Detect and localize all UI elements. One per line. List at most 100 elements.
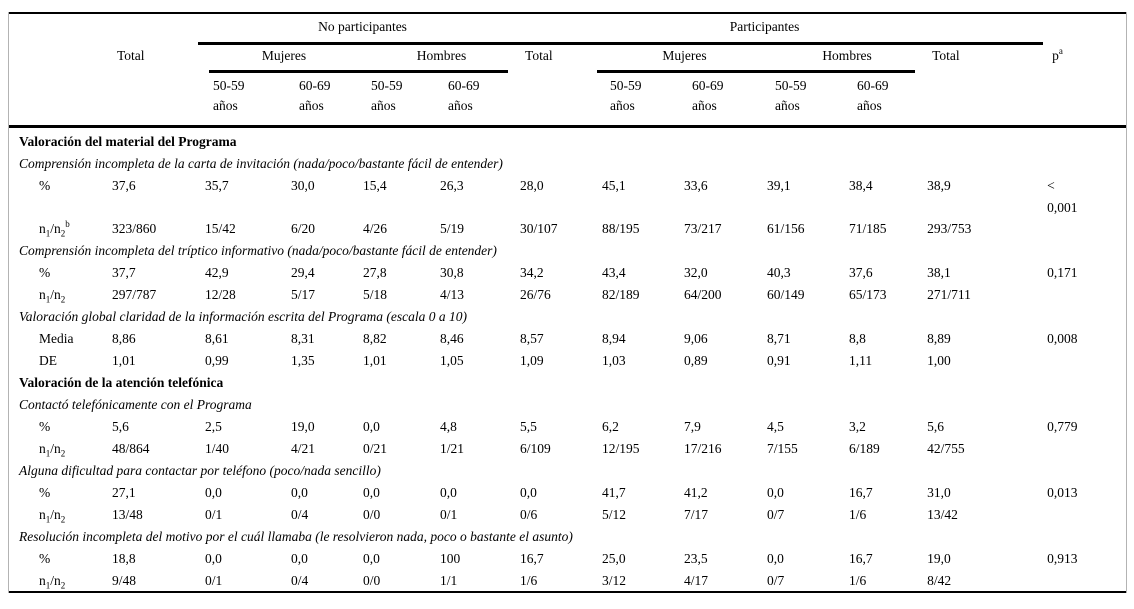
row-description: Resolución incompleta del motivo por el … bbox=[19, 529, 573, 544]
p-value-cell: 0,171 bbox=[1047, 265, 1078, 280]
sex-rule-no-participants bbox=[209, 70, 508, 73]
data-cell: 33,6 bbox=[684, 178, 708, 193]
data-cell: 6/20 bbox=[291, 221, 316, 236]
data-cell: 3/12 bbox=[602, 573, 627, 588]
col-age-50-59: 50-59 años bbox=[610, 78, 642, 113]
row-label: DE bbox=[39, 353, 57, 368]
data-row: n1/n2 297/787 12/28 5/17 5/18 4/13 26/76 82/189… bbox=[8, 284, 1125, 306]
col-age-60-69: 60-69 años bbox=[299, 78, 331, 113]
data-cell: 8,82 bbox=[363, 331, 387, 346]
data-cell: 9/48 bbox=[112, 573, 137, 588]
empty-header-cell bbox=[8, 70, 112, 131]
p-value-cell: < 0,001 bbox=[1047, 178, 1078, 215]
section-row: Valoración del material del Programa bbox=[8, 131, 1125, 153]
data-cell: 0,0 bbox=[291, 551, 308, 566]
data-cell: 8,57 bbox=[520, 331, 544, 346]
data-cell: 37,7 bbox=[112, 265, 136, 280]
data-cell: 0,0 bbox=[205, 485, 222, 500]
header-groups-row: No participantes Participantes bbox=[8, 12, 1125, 42]
header-age-row: 50-59 años 60-69 años 50-59 años 60-69 años … bbox=[8, 70, 1125, 131]
empty-header-cell bbox=[927, 70, 1047, 131]
data-cell: 1/21 bbox=[440, 441, 465, 456]
data-cell: 16,7 bbox=[849, 551, 873, 566]
data-cell: 42,9 bbox=[205, 265, 229, 280]
data-cell: 19,0 bbox=[291, 419, 315, 434]
data-cell: 17/216 bbox=[684, 441, 722, 456]
data-cell: 0,0 bbox=[767, 551, 784, 566]
data-cell: 30/107 bbox=[520, 221, 558, 236]
desc-row: Comprensión incompleta del tríptico info… bbox=[8, 240, 1125, 262]
data-cell: 1,05 bbox=[440, 353, 464, 368]
header-separator bbox=[8, 125, 1127, 128]
data-cell: 0,0 bbox=[363, 485, 380, 500]
col-total-overall: Total bbox=[117, 48, 145, 63]
data-cell: 4/26 bbox=[363, 221, 388, 236]
data-cell: 5,6 bbox=[112, 419, 129, 434]
data-row: % 5,6 2,5 19,0 0,0 4,8 5,5 6,2 7,9 4,5 3,2 5,6 0,779 bbox=[8, 416, 1125, 438]
empty-header-cell bbox=[520, 12, 602, 42]
data-cell: 7/155 bbox=[767, 441, 798, 456]
data-cell: 0,0 bbox=[291, 485, 308, 500]
data-cell: 297/787 bbox=[112, 287, 157, 302]
data-cell: 8,94 bbox=[602, 331, 626, 346]
col-age-60-69: 60-69 años bbox=[692, 78, 724, 113]
data-cell: 6/189 bbox=[849, 441, 880, 456]
empty-header-cell bbox=[927, 12, 1047, 42]
col-age-50-59: 50-59 años bbox=[775, 78, 807, 113]
data-cell: 71/185 bbox=[849, 221, 887, 236]
data-cell: 0,99 bbox=[205, 353, 229, 368]
data-cell: 0,89 bbox=[684, 353, 708, 368]
data-cell: 18,8 bbox=[112, 551, 136, 566]
data-cell: 323/860 bbox=[112, 221, 157, 236]
empty-header-cell bbox=[8, 42, 112, 70]
row-label: % bbox=[39, 178, 51, 193]
data-cell: 38,9 bbox=[927, 178, 951, 193]
p-value-cell bbox=[1047, 284, 1125, 306]
data-cell: 41,2 bbox=[684, 485, 708, 500]
data-cell: 7,9 bbox=[684, 419, 701, 434]
data-cell: 1,03 bbox=[602, 353, 626, 368]
table-top-border bbox=[8, 12, 1127, 14]
table-body: Valoración del material del Programa Comp… bbox=[8, 131, 1125, 592]
data-row: Media 8,86 8,61 8,31 8,82 8,46 8,57 8,94 9,06 8,7… bbox=[8, 328, 1125, 350]
data-row: % 37,6 35,7 30,0 15,4 26,3 28,0 45,1 33,6 39,1 38,… bbox=[8, 175, 1125, 218]
data-cell: 41,7 bbox=[602, 485, 626, 500]
data-cell: 43,4 bbox=[602, 265, 626, 280]
data-cell: 32,0 bbox=[684, 265, 708, 280]
p-value-cell bbox=[1047, 438, 1125, 460]
data-cell: 8,89 bbox=[927, 331, 951, 346]
data-cell: 0,0 bbox=[205, 551, 222, 566]
data-cell: 4,8 bbox=[440, 419, 457, 434]
row-description: Comprensión incompleta de la carta de in… bbox=[19, 156, 503, 171]
desc-row: Alguna dificultad para contactar por tel… bbox=[8, 460, 1125, 482]
data-cell: 6/109 bbox=[520, 441, 551, 456]
section-row: Valoración de la atención telefónica bbox=[8, 372, 1125, 394]
row-label: % bbox=[39, 551, 51, 566]
empty-header-cell bbox=[1047, 12, 1125, 42]
data-row: n1/n2 9/48 0/1 0/4 0/0 1/1 1/6 3/12 4/17 0/7 1/6 8/… bbox=[8, 570, 1125, 592]
data-cell: 1,00 bbox=[927, 353, 951, 368]
p-value-cell bbox=[1047, 570, 1125, 592]
data-cell: 1/1 bbox=[440, 573, 458, 588]
data-cell: 2,5 bbox=[205, 419, 222, 434]
data-cell: 8,71 bbox=[767, 331, 791, 346]
row-description: Contactó telefónicamente con el Programa bbox=[19, 397, 252, 412]
data-cell: 30,0 bbox=[291, 178, 315, 193]
data-cell: 1/6 bbox=[849, 507, 867, 522]
row-label: n1/n2b bbox=[39, 219, 70, 239]
data-cell: 271/711 bbox=[927, 287, 971, 302]
data-cell: 38,1 bbox=[927, 265, 951, 280]
group-participants: Participantes bbox=[729, 19, 800, 34]
data-cell: 293/753 bbox=[927, 221, 972, 236]
p-superscript: a bbox=[1058, 46, 1063, 56]
col-total-participants: Total bbox=[932, 48, 960, 63]
data-cell: 61/156 bbox=[767, 221, 805, 236]
col-men-participants: Hombres bbox=[822, 48, 872, 63]
data-cell: 0/1 bbox=[205, 573, 223, 588]
data-cell: 23,5 bbox=[684, 551, 708, 566]
data-cell: 1/40 bbox=[205, 441, 230, 456]
data-cell: 30,8 bbox=[440, 265, 464, 280]
data-cell: 4/13 bbox=[440, 287, 465, 302]
data-cell: 0/6 bbox=[520, 507, 538, 522]
data-cell: 0,0 bbox=[363, 551, 380, 566]
